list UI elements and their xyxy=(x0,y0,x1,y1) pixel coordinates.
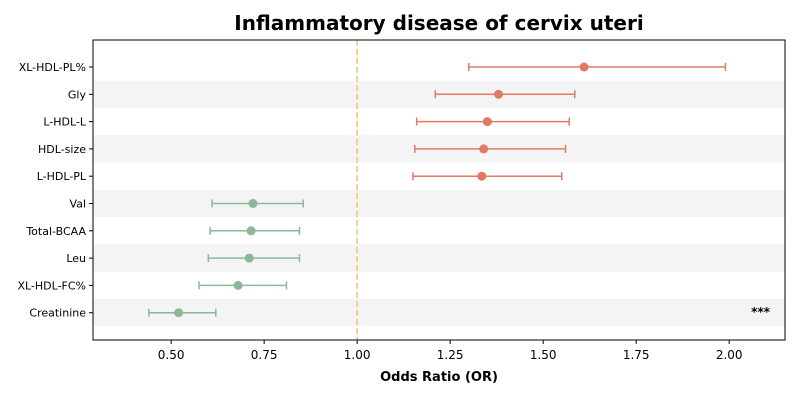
or-point xyxy=(246,226,256,236)
y-tick-label: L-HDL-PL xyxy=(37,170,87,183)
y-tick-label: Creatinine xyxy=(29,307,86,320)
or-point xyxy=(248,199,258,208)
or-point xyxy=(174,308,184,318)
x-tick-label: 1.25 xyxy=(437,348,464,362)
y-tick-label: Total-BCAA xyxy=(25,225,86,238)
x-axis: 0.50 0.75 1.00 1.25 1.50 1.75 2.00 xyxy=(158,340,743,362)
y-tick-label: Leu xyxy=(66,252,86,265)
row-band xyxy=(93,189,785,218)
x-tick-label: 0.75 xyxy=(251,348,278,362)
x-axis-label: Odds Ratio (OR) xyxy=(380,370,498,385)
y-tick-label: Gly xyxy=(68,88,87,101)
x-tick-label: 1.50 xyxy=(530,348,557,362)
y-tick-label: Val xyxy=(70,198,86,211)
or-point xyxy=(244,253,254,263)
chart-title: Inflammatory disease of cervix uteri xyxy=(234,11,643,35)
plot-frame xyxy=(92,39,786,341)
x-tick-label: 1.75 xyxy=(623,348,650,362)
row-bands xyxy=(93,80,785,327)
y-tick-label: XL-HDL-FC% xyxy=(17,279,86,292)
y-axis: XL-HDL-PL% Gly L-HDL-L HDL-size L-HDL-PL Val T… xyxy=(17,61,93,320)
x-tick-label: 1.00 xyxy=(344,348,371,362)
or-point xyxy=(233,280,243,290)
significance-annotation: *** xyxy=(751,305,771,319)
x-tick-label: 2.00 xyxy=(716,348,743,362)
y-tick-label: XL-HDL-PL% xyxy=(19,61,86,74)
row-band xyxy=(93,244,785,272)
data-marks xyxy=(148,62,727,318)
or-point xyxy=(494,89,504,99)
or-point xyxy=(579,62,589,72)
or-point xyxy=(479,144,489,154)
or-point xyxy=(477,171,487,181)
or-point xyxy=(482,117,492,127)
y-tick-label: L-HDL-L xyxy=(43,116,87,129)
x-tick-label: 0.50 xyxy=(158,348,185,362)
y-tick-label: HDL-size xyxy=(38,143,86,156)
